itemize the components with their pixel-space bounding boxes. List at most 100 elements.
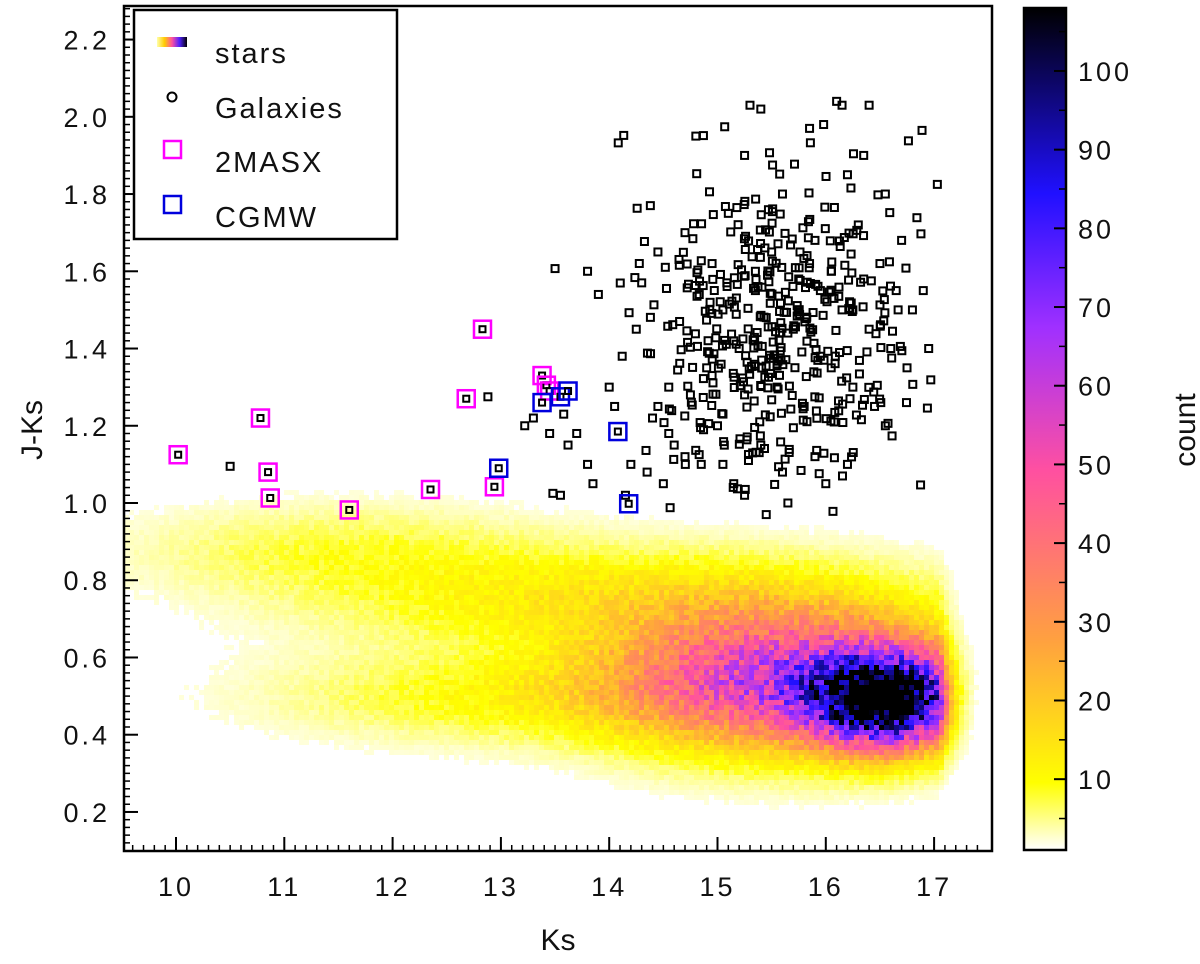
density-cell (429, 595, 434, 600)
density-cell (499, 585, 504, 590)
density-cell (549, 625, 554, 630)
density-cell (644, 535, 649, 540)
density-cell (229, 545, 234, 550)
density-cell (389, 520, 394, 525)
density-cell (379, 615, 384, 620)
density-cell (484, 755, 489, 760)
density-cell (389, 645, 394, 650)
density-cell (274, 565, 279, 570)
density-cell (329, 655, 334, 660)
density-cell (604, 725, 609, 730)
density-cell (649, 605, 654, 610)
density-cell (664, 715, 669, 720)
density-cell (654, 580, 659, 585)
density-cell (249, 540, 254, 545)
density-cell (464, 645, 469, 650)
density-cell (524, 680, 529, 685)
density-cell (574, 735, 579, 740)
density-cell (389, 555, 394, 560)
density-cell (319, 730, 324, 735)
density-cell (469, 675, 474, 680)
density-cell (639, 765, 644, 770)
density-cell (204, 580, 209, 585)
density-cell (229, 585, 234, 590)
density-cell (649, 755, 654, 760)
density-cell (484, 510, 489, 515)
density-cell (409, 600, 414, 605)
density-cell (194, 590, 199, 595)
density-cell (569, 695, 574, 700)
density-cell (474, 605, 479, 610)
density-cell (614, 695, 619, 700)
density-cell (349, 540, 354, 545)
density-cell (489, 720, 494, 725)
density-cell (559, 750, 564, 755)
density-cell (444, 650, 449, 655)
density-cell (149, 535, 154, 540)
density-cell (319, 645, 324, 650)
density-cell (434, 535, 439, 540)
density-cell (264, 630, 269, 635)
density-cell (179, 520, 184, 525)
density-cell (359, 680, 364, 685)
density-cell (534, 760, 539, 765)
density-cell (334, 490, 339, 495)
density-cell (534, 735, 539, 740)
density-cell (644, 605, 649, 610)
density-cell (364, 685, 369, 690)
density-cell (574, 545, 579, 550)
density-cell (529, 550, 534, 555)
density-cell (539, 680, 544, 685)
density-cell (599, 775, 604, 780)
density-cell (269, 685, 274, 690)
density-cell (374, 745, 379, 750)
density-cell (379, 635, 384, 640)
density-cell (239, 695, 244, 700)
density-cell (464, 675, 469, 680)
density-cell (294, 655, 299, 660)
density-cell (584, 715, 589, 720)
density-cell (329, 595, 334, 600)
density-cell (199, 525, 204, 530)
density-cell (459, 530, 464, 535)
density-cell (304, 670, 309, 675)
density-cell (409, 660, 414, 665)
density-cell (334, 660, 339, 665)
density-cell (494, 555, 499, 560)
density-cell (224, 590, 229, 595)
density-cell (274, 595, 279, 600)
density-cell (229, 570, 234, 575)
density-cell (199, 535, 204, 540)
density-cell (309, 705, 314, 710)
density-cell (509, 650, 514, 655)
density-cell (534, 575, 539, 580)
density-cell (309, 535, 314, 540)
density-cell (389, 660, 394, 665)
density-cell (434, 610, 439, 615)
density-cell (444, 620, 449, 625)
density-cell (494, 620, 499, 625)
density-cell (479, 575, 484, 580)
density-cell (559, 635, 564, 640)
density-cell (434, 595, 439, 600)
density-cell (379, 560, 384, 565)
density-cell (384, 560, 389, 565)
density-cell (624, 710, 629, 715)
density-cell (334, 580, 339, 585)
density-cell (524, 705, 529, 710)
density-cell (564, 505, 569, 510)
density-cell (614, 710, 619, 715)
density-cell (279, 595, 284, 600)
density-cell (524, 685, 529, 690)
density-cell (259, 725, 264, 730)
density-cell (579, 775, 584, 780)
density-cell (589, 770, 594, 775)
density-cell (459, 595, 464, 600)
density-cell (244, 525, 249, 530)
density-cell (654, 575, 659, 580)
density-cell (349, 590, 354, 595)
density-cell (649, 715, 654, 720)
density-cell (589, 750, 594, 755)
density-cell (309, 685, 314, 690)
density-cell (474, 645, 479, 650)
